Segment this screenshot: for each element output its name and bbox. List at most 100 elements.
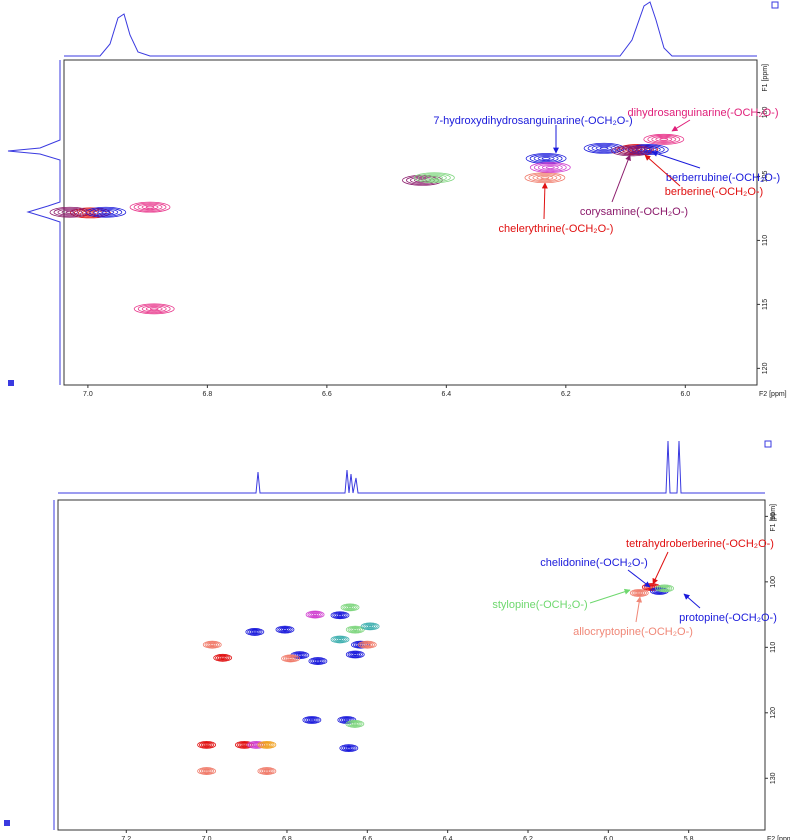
annotation: allocryptopine(-OCH₂O-) xyxy=(573,626,693,638)
peak xyxy=(245,628,265,636)
contour xyxy=(344,604,356,610)
corner-box xyxy=(8,380,14,386)
contour xyxy=(631,589,647,597)
contour xyxy=(344,746,353,750)
contour xyxy=(282,628,288,631)
contour xyxy=(149,307,159,311)
contour xyxy=(540,176,550,180)
contour xyxy=(197,767,217,775)
contour xyxy=(343,745,355,751)
contour xyxy=(145,205,155,209)
contour xyxy=(361,642,374,648)
contour xyxy=(220,656,225,659)
contour xyxy=(218,655,227,660)
contour xyxy=(234,740,254,749)
contour xyxy=(360,622,380,631)
contour xyxy=(364,623,376,629)
contour xyxy=(533,155,559,162)
contour xyxy=(264,743,270,746)
peak xyxy=(340,603,360,612)
annotation-arrow xyxy=(627,569,651,588)
y-tick-label: 130 xyxy=(770,772,777,784)
contour xyxy=(345,650,365,659)
contour xyxy=(339,744,359,753)
annotation: 7-hydroxydihydrosanguinarine(-OCH₂O-) xyxy=(433,115,632,127)
contour xyxy=(537,156,555,161)
contour xyxy=(541,165,559,170)
contour xyxy=(417,173,451,183)
contour xyxy=(216,655,229,661)
contour xyxy=(532,174,558,182)
annotation: tetrahydroberberine(-OCH₂O-) xyxy=(626,538,774,550)
annotation: chelerythrine(-OCH₂O-) xyxy=(499,223,614,235)
contour xyxy=(619,147,644,155)
peak xyxy=(345,625,365,634)
x-tick-label: 7.2 xyxy=(121,836,131,840)
contour xyxy=(332,612,348,619)
contour xyxy=(129,201,171,213)
annotation: stylopine(-OCH₂O-) xyxy=(492,599,587,611)
contour xyxy=(335,613,344,618)
contour xyxy=(332,636,348,643)
contour xyxy=(362,623,378,630)
annotation: berberrubine(-OCH₂O-) xyxy=(666,172,780,184)
contour xyxy=(357,640,377,649)
f2-projection xyxy=(64,1,757,57)
contour xyxy=(347,606,353,609)
peak xyxy=(627,144,669,155)
contour xyxy=(347,651,363,658)
contour xyxy=(133,202,167,212)
contour xyxy=(252,630,258,634)
contour xyxy=(627,144,669,155)
peak xyxy=(133,303,175,315)
plot-frame xyxy=(57,499,766,831)
contour xyxy=(655,136,673,142)
contour xyxy=(346,747,352,750)
contour xyxy=(349,652,362,658)
contour xyxy=(365,643,370,646)
contour xyxy=(335,637,344,642)
contour xyxy=(306,717,318,723)
contour xyxy=(633,590,646,596)
x-tick-label: 5.8 xyxy=(684,836,694,840)
contour xyxy=(429,176,439,180)
peak xyxy=(330,611,350,620)
contour xyxy=(213,653,233,662)
peak xyxy=(49,206,91,218)
contour xyxy=(53,207,87,217)
peak xyxy=(629,589,649,597)
y-axis-label: F1 [ppm] xyxy=(762,64,769,92)
annotation-arrow xyxy=(611,154,631,203)
contour xyxy=(635,591,644,595)
x-tick-label: 6.2 xyxy=(561,391,571,398)
x-tick-label: 6.6 xyxy=(362,836,372,840)
peak xyxy=(655,584,674,593)
contour xyxy=(199,741,215,749)
annotation: corysamine(-OCH₂O-) xyxy=(580,206,688,218)
contour xyxy=(204,743,209,746)
x-tick-label: 6.8 xyxy=(203,391,213,398)
contour xyxy=(200,768,213,774)
contour xyxy=(238,742,251,748)
contour xyxy=(525,153,567,164)
x-tick-label: 6.6 xyxy=(322,391,332,398)
contour xyxy=(281,654,300,663)
peak xyxy=(257,740,277,749)
contour xyxy=(240,743,249,747)
contour xyxy=(425,175,443,181)
contour xyxy=(637,591,642,595)
contour xyxy=(315,659,321,663)
contour xyxy=(545,166,555,169)
contour xyxy=(615,146,648,156)
peak xyxy=(337,716,357,724)
contour xyxy=(536,175,554,181)
contour xyxy=(651,135,677,143)
annotation-arrow xyxy=(683,593,701,609)
contour xyxy=(359,641,375,648)
contour xyxy=(363,642,372,647)
annotation-arrow xyxy=(541,182,548,220)
contour xyxy=(262,743,271,747)
peak xyxy=(197,740,217,749)
contour xyxy=(341,744,357,752)
contour xyxy=(309,718,315,722)
